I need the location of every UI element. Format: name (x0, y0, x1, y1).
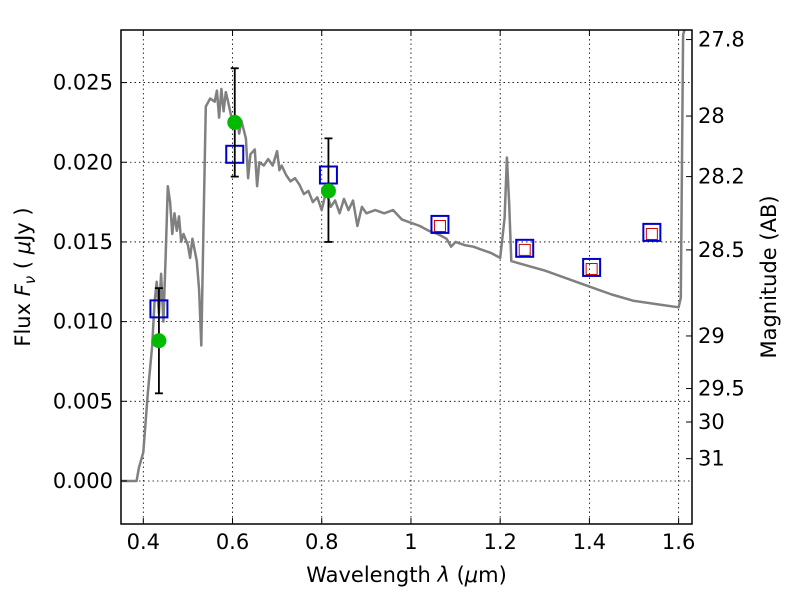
spectrum-line (121, 30, 686, 483)
red-square-marker (518, 243, 531, 256)
red-square-marker (585, 263, 598, 276)
x-axis-title: Wavelength λ (μm) (306, 563, 507, 587)
y2-tick-label: 28.2 (698, 165, 745, 189)
blue-square-marker (430, 214, 450, 234)
y-tick-label: 0.000 (53, 469, 113, 493)
y-axis-title: Flux Fν ( μJy ) (11, 207, 39, 346)
y2-tick-label: 28 (698, 104, 725, 128)
y2-tick-label: 28.5 (698, 238, 745, 262)
data-layer (121, 30, 686, 483)
red-square-marker (645, 227, 658, 240)
y2-tick-label: 27.8 (698, 28, 745, 52)
y2-tick-label: 31 (698, 447, 725, 471)
x-tick-label: 1 (404, 530, 417, 554)
x-tick-label: 1.2 (483, 530, 516, 554)
plot-area-frame (120, 29, 693, 525)
y2-axis-title: Magnitude (AB) (757, 195, 781, 358)
tick-layer: 0.4 0.6 0.8 1 1.2 1.4 1.6 0.000 0.005 0.010 0.015 0… (53, 28, 745, 554)
x-tick-label: 0.6 (216, 530, 249, 554)
y-tick-label: 0.015 (53, 230, 113, 254)
green-circle-marker (151, 333, 167, 349)
x-tick-label: 1.4 (573, 530, 606, 554)
y-tick-label: 0.025 (53, 71, 113, 95)
red-square-marker (433, 220, 446, 233)
blue-square-marker (642, 222, 662, 242)
green-circle-marker (320, 183, 336, 199)
y2-tick-label: 30 (698, 410, 725, 434)
x-tick-label: 1.6 (662, 530, 695, 554)
y-tick-label: 0.020 (53, 150, 113, 174)
blue-square-marker (515, 238, 535, 258)
y2-tick-label: 29.5 (698, 377, 745, 401)
x-tick-label: 0.4 (127, 530, 160, 554)
green-circle-marker (227, 114, 243, 130)
grid-layer (121, 30, 692, 524)
blue-square-marker (582, 257, 602, 277)
y2-tick-label: 29 (698, 324, 725, 348)
y-tick-label: 0.010 (53, 310, 113, 334)
x-tick-label: 0.8 (305, 530, 338, 554)
y-tick-label: 0.005 (53, 389, 113, 413)
